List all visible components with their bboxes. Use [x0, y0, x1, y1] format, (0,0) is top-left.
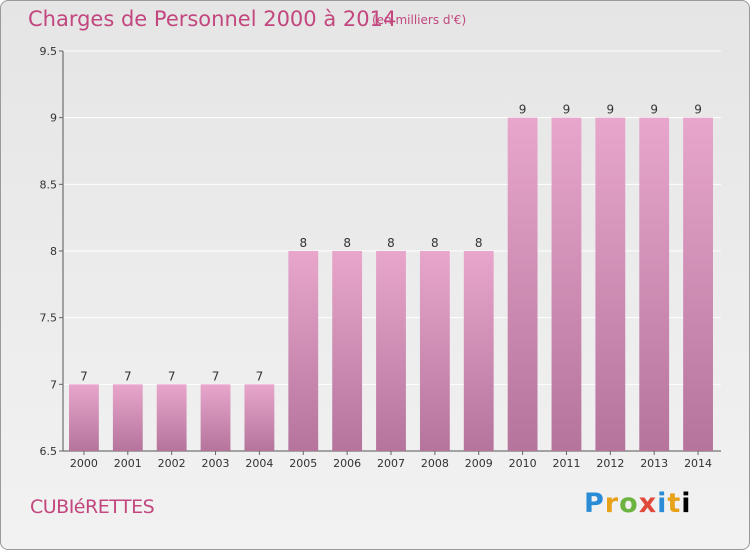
bar	[200, 384, 231, 451]
data-label: 8	[299, 236, 307, 250]
data-label: 8	[475, 236, 483, 250]
data-label: 9	[694, 103, 702, 117]
bar	[69, 384, 99, 451]
x-tick-label: 2007	[377, 457, 405, 470]
x-tick-label: 2009	[465, 457, 493, 470]
y-tick-label: 7.5	[40, 312, 58, 325]
data-label: 8	[431, 236, 439, 250]
x-tick-label: 2000	[70, 457, 98, 470]
data-label: 9	[607, 103, 615, 117]
data-label: 7	[80, 369, 88, 383]
bar	[683, 117, 713, 452]
bar	[463, 251, 494, 451]
x-tick-label: 2011	[552, 457, 580, 470]
bar	[244, 384, 275, 451]
bar	[419, 251, 450, 451]
x-tick-label: 2005	[289, 457, 317, 470]
data-label: 9	[519, 103, 527, 117]
data-label: 7	[212, 369, 220, 383]
bar	[551, 117, 582, 452]
x-tick-label: 2013	[640, 457, 668, 470]
x-tick-label: 2004	[245, 457, 273, 470]
bar	[288, 251, 319, 451]
chart-title: Charges de Personnel 2000 à 2014	[28, 7, 397, 31]
y-tick-label: 9.5	[40, 45, 58, 58]
data-label: 9	[563, 103, 571, 117]
proxiti-logo: Proxiti	[584, 488, 692, 519]
x-tick-label: 2014	[684, 457, 712, 470]
bar	[156, 384, 187, 451]
x-tick-label: 2001	[114, 457, 142, 470]
x-tick-label: 2010	[509, 457, 537, 470]
x-tick-label: 2008	[421, 457, 449, 470]
bar	[507, 117, 538, 452]
x-tick-label: 2003	[202, 457, 230, 470]
data-label: 7	[168, 369, 176, 383]
y-tick-label: 9	[50, 112, 57, 125]
y-tick-label: 8.5	[40, 178, 58, 191]
bar	[595, 117, 626, 452]
x-tick-label: 2006	[333, 457, 361, 470]
y-tick-label: 8	[50, 245, 57, 258]
y-tick-label: 7	[50, 378, 57, 391]
town-name: CUBIéRETTES	[30, 496, 155, 518]
y-tick-label: 6.5	[40, 445, 58, 458]
bar	[332, 251, 363, 451]
x-tick-label: 2012	[596, 457, 624, 470]
data-label: 9	[650, 103, 658, 117]
data-label: 8	[387, 236, 395, 250]
x-tick-label: 2002	[158, 457, 186, 470]
data-label: 7	[124, 369, 132, 383]
bar	[112, 384, 143, 451]
chart-subtitle: (en milliers d'€)	[372, 13, 467, 27]
bar	[639, 117, 670, 452]
data-label: 7	[256, 369, 264, 383]
data-label: 8	[343, 236, 351, 250]
bar	[376, 251, 406, 451]
